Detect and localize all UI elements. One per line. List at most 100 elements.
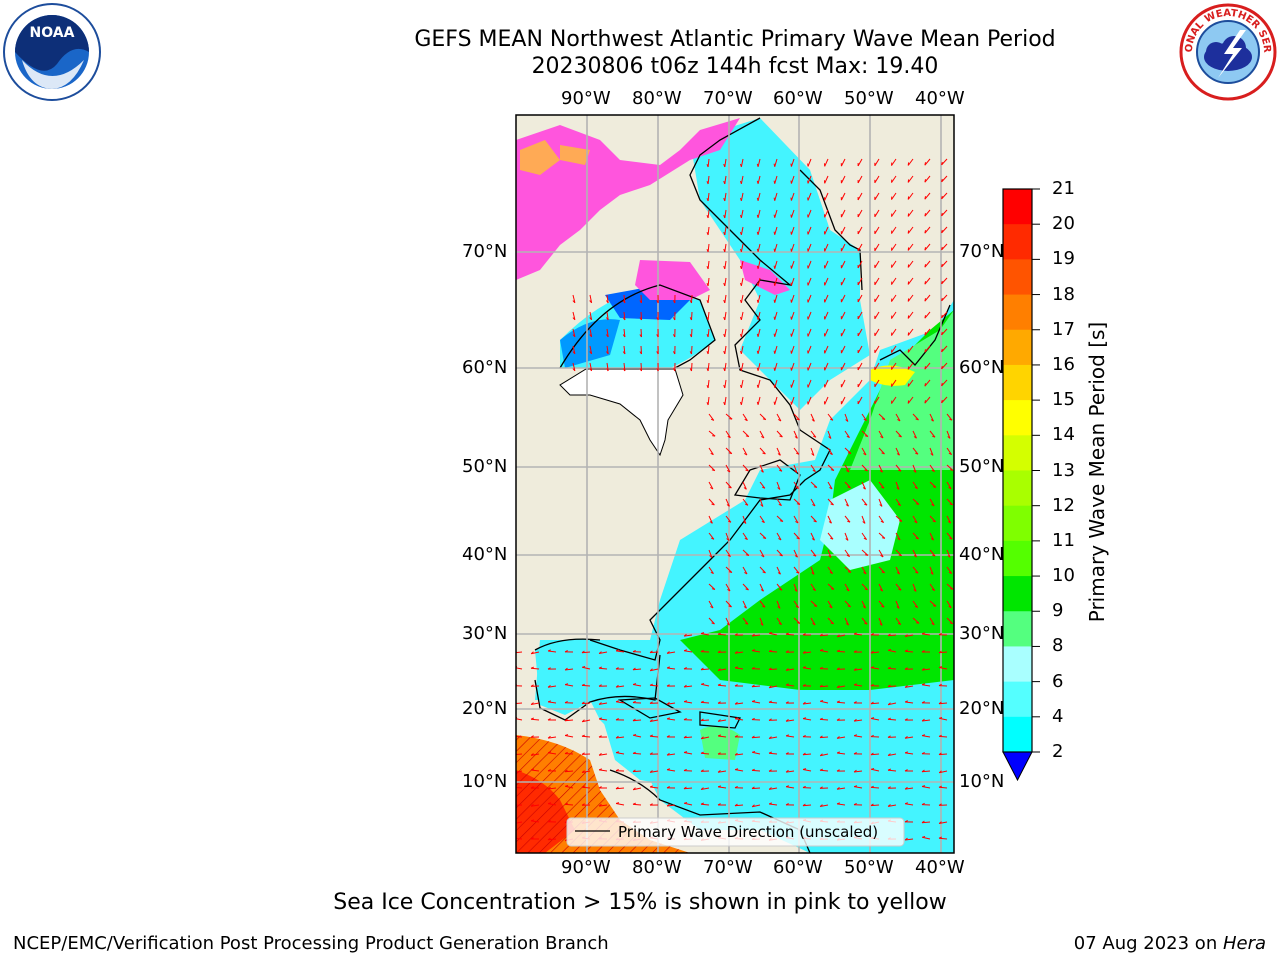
wave-arrow-head <box>778 622 782 626</box>
wave-arrow-head <box>790 197 792 201</box>
wave-arrow-head <box>615 700 620 703</box>
wave-arrow-head <box>530 753 534 756</box>
wave-arrow-head <box>700 632 705 634</box>
wave-arrow-head <box>530 804 534 807</box>
wave-arrow-head <box>744 571 748 575</box>
wave-arrow-head <box>924 281 926 285</box>
lat-tick-left: 10°N <box>462 771 508 792</box>
wave-arrow-head <box>904 786 908 790</box>
wave-arrow-head <box>622 368 626 372</box>
wave-arrow <box>650 770 659 773</box>
wave-arrow <box>810 481 818 488</box>
wave-arrow-head <box>785 752 789 755</box>
wave-arrow <box>912 430 917 439</box>
wave-arrow-head <box>898 588 902 591</box>
wave-arrow <box>742 583 749 591</box>
wave-arrow <box>861 532 868 540</box>
wave-arrow-head <box>760 470 764 473</box>
wave-arrow <box>757 396 761 405</box>
wave-arrow-head <box>717 803 721 806</box>
wave-arrow-head <box>639 351 642 355</box>
wave-arrow <box>837 685 846 688</box>
wave-arrow <box>701 736 710 740</box>
wave-arrow-head <box>773 384 776 388</box>
wave-arrow-head <box>706 334 709 338</box>
wave-arrow-head <box>706 164 709 168</box>
wave-arrow <box>759 532 767 539</box>
wave-arrow <box>790 209 795 218</box>
wave-arrow-head <box>762 571 766 574</box>
wave-arrow <box>718 668 727 671</box>
wave-arrow-head <box>683 751 688 753</box>
wave-arrow-head <box>632 683 637 685</box>
wave-arrow-head <box>847 452 852 454</box>
wave-arrow-head <box>864 469 868 472</box>
colorbar-cell <box>1003 400 1032 436</box>
wave-arrow <box>725 447 733 454</box>
wave-arrow <box>633 787 642 791</box>
wave-arrow-head <box>723 265 726 270</box>
wave-arrow-head <box>938 683 942 687</box>
wave-arrow <box>810 498 816 507</box>
wave-arrow <box>824 277 829 286</box>
wave-arrow-head <box>947 520 951 524</box>
wave-arrow <box>759 447 766 455</box>
wave-arrow-head <box>846 435 850 439</box>
wave-arrow <box>912 600 919 608</box>
wave-arrow <box>938 753 948 756</box>
wave-arrow <box>740 311 744 320</box>
wave-arrow-head <box>897 503 901 507</box>
wave-arrow <box>742 515 747 524</box>
wave-arrow-head <box>922 836 926 838</box>
wave-arrow <box>793 583 798 592</box>
wave-arrow <box>776 566 781 575</box>
wave-arrow <box>707 226 710 236</box>
lon-tick-bottom: 90°W <box>561 857 611 878</box>
wave-arrow-head <box>649 668 653 672</box>
wave-arrow <box>606 362 609 371</box>
wave-arrow-head <box>564 650 568 653</box>
wave-arrow <box>824 226 829 235</box>
wave-arrow-head <box>847 571 852 573</box>
wave-arrow <box>891 175 897 183</box>
wave-arrow-head <box>915 537 919 540</box>
wave-arrow-head <box>700 736 704 740</box>
wave-arrow-head <box>915 503 920 505</box>
colorbar-cell <box>1003 611 1032 647</box>
wave-arrow-head <box>870 717 875 719</box>
wave-arrow-head <box>924 366 926 370</box>
wave-arrow-head <box>768 787 772 790</box>
wave-arrow-head <box>830 622 834 625</box>
wave-arrow-head <box>802 803 806 807</box>
wave-arrow-head <box>734 785 738 789</box>
wave-arrow <box>735 667 744 670</box>
wave-arrow-head <box>904 700 908 703</box>
wave-arrow <box>759 600 766 608</box>
wave-arrow-head <box>632 802 636 805</box>
wave-arrow-head <box>790 401 792 405</box>
wave-arrow <box>768 668 778 671</box>
wave-arrow-head <box>756 248 759 252</box>
colorbar-cell <box>1003 505 1032 542</box>
wave-arrow <box>871 667 880 670</box>
wave-arrow-head <box>796 503 801 505</box>
wave-arrow-head <box>683 768 687 772</box>
wave-arrow-head <box>829 418 834 421</box>
wave-arrow-head <box>904 751 909 754</box>
wave-arrow <box>623 311 626 321</box>
wave-arrow <box>878 481 885 489</box>
wave-arrow <box>724 175 727 184</box>
wave-arrow <box>824 328 829 337</box>
wave-arrow-head <box>938 650 942 654</box>
wave-arrow <box>667 753 676 756</box>
wave-arrow <box>871 718 880 721</box>
wave-arrow-head <box>921 683 926 686</box>
wave-arrow <box>874 328 880 337</box>
wave-arrow <box>891 396 897 404</box>
wave-arrow <box>837 634 846 638</box>
wave-arrow-head <box>938 701 942 705</box>
wave-arrow-head <box>723 180 726 185</box>
wave-arrow <box>623 362 626 372</box>
wave-arrow-head <box>572 317 576 321</box>
wave-arrow <box>840 158 846 167</box>
